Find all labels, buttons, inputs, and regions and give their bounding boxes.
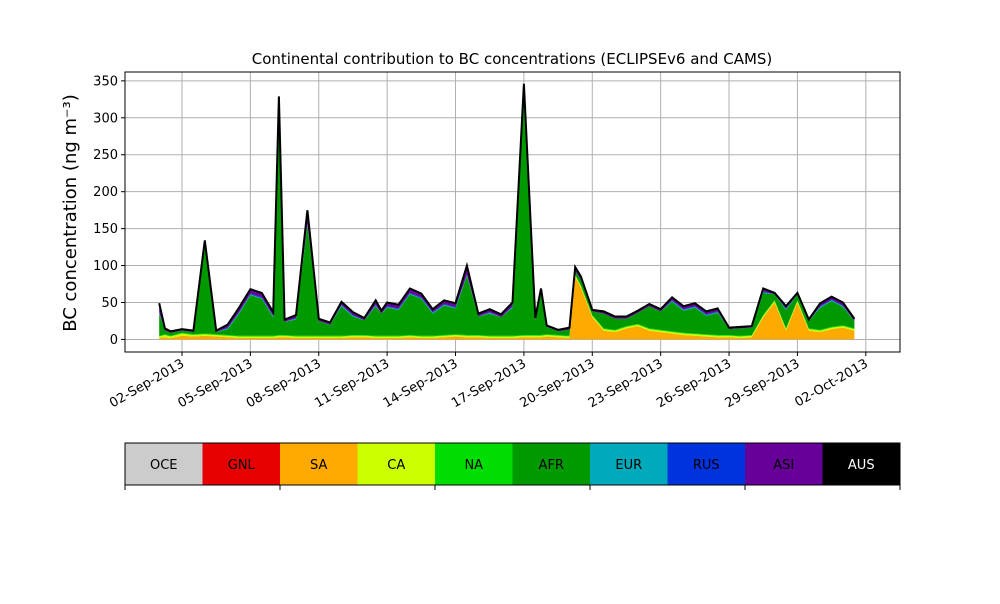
x-tick-label: 14-Sep-2013: [381, 356, 461, 411]
y-tick-label: 100: [93, 259, 118, 274]
x-tick-label: 05-Sep-2013: [176, 356, 256, 411]
x-tick-label: 08-Sep-2013: [244, 356, 324, 411]
legend-swatch-aus: [822, 443, 900, 485]
legend-swatch-asi: [745, 443, 823, 485]
legend-label: GNL: [228, 458, 256, 473]
legend-label: ASI: [773, 458, 794, 473]
x-tick-label: 02-Sep-2013: [107, 356, 187, 411]
legend-swatch-gnl: [202, 443, 280, 485]
area-series-afr: [159, 91, 855, 336]
legend-swatch-oce: [125, 443, 203, 485]
legend-swatch-eur: [590, 443, 668, 485]
legend-frame: [124, 442, 901, 486]
y-tick-label: 300: [93, 111, 118, 126]
legend-label: OCE: [150, 458, 178, 473]
x-tick-label: 20-Sep-2013: [517, 356, 597, 411]
y-axis-ticks: 0 50 100 150 200 250 300 350: [93, 74, 125, 348]
x-tick-label: 17-Sep-2013: [449, 356, 529, 411]
x-axis-ticks: 02-Sep-201305-Sep-201308-Sep-201311-Sep-…: [107, 352, 871, 411]
y-tick-label: 50: [101, 296, 118, 311]
x-tick-label: 29-Sep-2013: [723, 356, 803, 411]
legend-swatch-sa: [280, 443, 358, 485]
y-tick-label: 350: [93, 74, 118, 89]
legend-label: SA: [310, 458, 327, 473]
legend-label: AFR: [539, 458, 564, 473]
stacked-areas: [159, 83, 855, 340]
y-tick-label: 200: [93, 185, 118, 200]
x-tick-label: 23-Sep-2013: [586, 356, 666, 411]
x-tick-label: 26-Sep-2013: [654, 356, 734, 411]
legend-swatch-afr: [512, 443, 590, 485]
legend-label: AUS: [848, 458, 875, 473]
x-tick-label: 02-Oct-2013: [792, 356, 870, 410]
y-tick-label: 150: [93, 222, 118, 237]
area-series-sa: [159, 276, 855, 340]
x-tick-label: 11-Sep-2013: [312, 356, 392, 411]
chart-title: Continental contribution to BC concentra…: [252, 50, 773, 68]
y-tick-label: 0: [110, 333, 118, 348]
y-tick-label: 250: [93, 148, 118, 163]
legend-swatch-na: [435, 443, 513, 485]
y-axis-label: BC concentration (ng m⁻³): [60, 94, 81, 332]
legend-label: RUS: [693, 458, 720, 473]
legend-label: CA: [387, 458, 405, 473]
legend-swatch-ca: [357, 443, 435, 485]
legend: OCE GNL SA CA NA AFR EUR RUS ASI AUS: [124, 442, 901, 490]
legend-label: EUR: [615, 458, 642, 473]
legend-label: NA: [464, 458, 483, 473]
legend-swatch-rus: [667, 443, 745, 485]
plot-frame: [124, 71, 901, 353]
total-line: [158, 83, 856, 333]
